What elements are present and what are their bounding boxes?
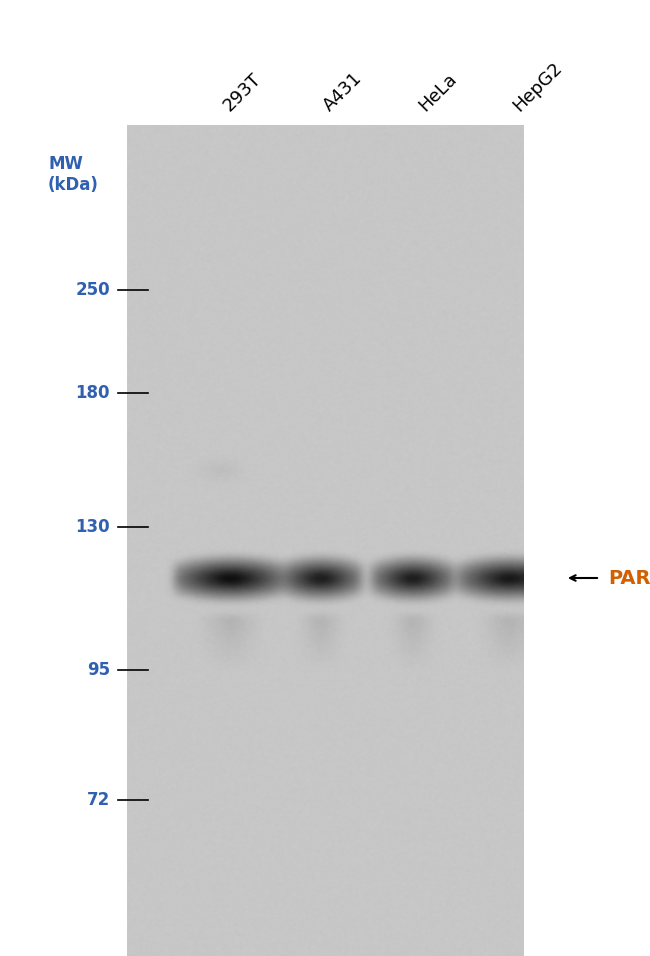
- Text: HeLa: HeLa: [415, 70, 460, 115]
- Text: A431: A431: [320, 69, 366, 115]
- Text: 72: 72: [86, 791, 110, 809]
- Text: 250: 250: [75, 281, 110, 299]
- Text: PARP: PARP: [608, 569, 650, 588]
- Text: HepG2: HepG2: [510, 58, 566, 115]
- Text: 130: 130: [75, 518, 110, 536]
- Text: 95: 95: [87, 661, 110, 679]
- Text: 293T: 293T: [220, 70, 265, 115]
- Text: MW
(kDa): MW (kDa): [48, 155, 99, 194]
- Text: 180: 180: [75, 384, 110, 402]
